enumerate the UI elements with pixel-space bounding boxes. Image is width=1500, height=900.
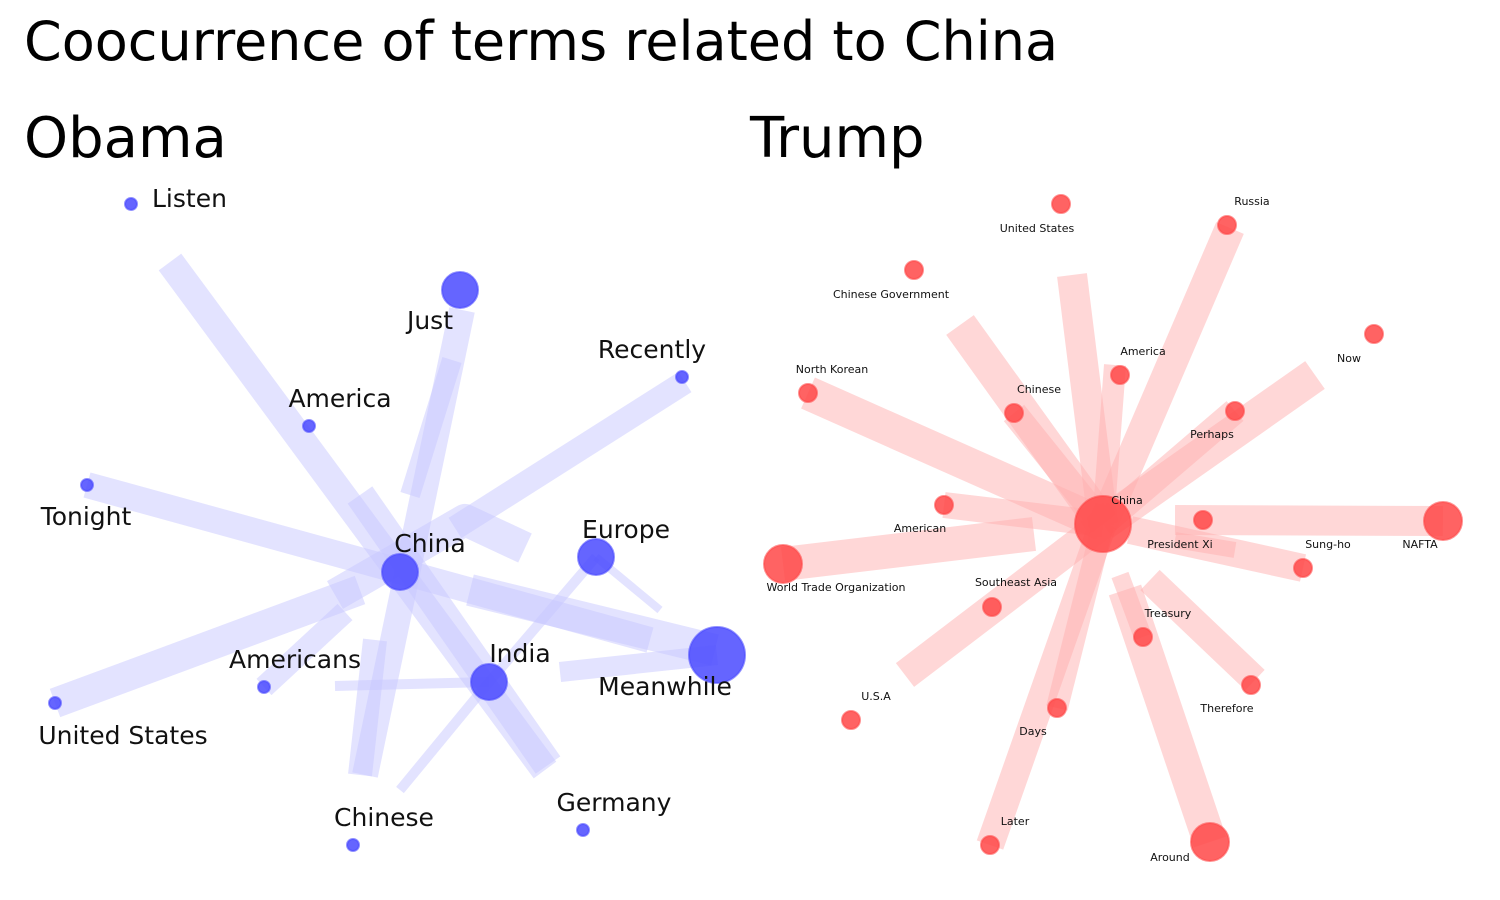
obama-label-europe: Europe — [582, 515, 670, 544]
chart-title: Coocurrence of terms related to China — [24, 10, 1059, 73]
trump-label-president-xi: President Xi — [1147, 538, 1212, 551]
obama-label-united-states: United States — [38, 721, 207, 750]
trump-edges — [780, 222, 1444, 850]
trump-edge-19 — [1173, 532, 1237, 558]
obama-edge-5 — [400, 357, 462, 498]
obama-label-americans: Americans — [229, 645, 361, 674]
trump-node-china — [1074, 495, 1132, 553]
obama-edge-8 — [49, 575, 366, 718]
obama-node-just — [441, 271, 479, 309]
trump-node-american — [934, 495, 954, 515]
trump-node-perhaps — [1225, 401, 1245, 421]
obama-node-europe — [577, 538, 615, 576]
trump-node-russia — [1217, 215, 1237, 235]
trump-label-russia: Russia — [1234, 195, 1269, 208]
trump-node-later — [980, 835, 1000, 855]
obama-node-united-states — [48, 696, 62, 710]
trump-label-sung-ho: Sung-ho — [1305, 538, 1351, 551]
obama-node-tonight — [80, 478, 94, 492]
obama-label-chinese: Chinese — [334, 803, 434, 832]
trump-label-chinese-government: Chinese Government — [833, 288, 950, 301]
trump-node-chinese — [1004, 403, 1024, 423]
trump-label-later: Later — [1001, 815, 1030, 828]
obama-edge-6 — [448, 371, 692, 539]
obama-edge-13 — [334, 677, 490, 691]
trump-node-u-s-a — [841, 710, 861, 730]
obama-node-germany — [576, 823, 590, 837]
obama-node-listen — [124, 197, 138, 211]
trump-label-therefore: Therefore — [1199, 702, 1253, 715]
obama-edge-11 — [348, 638, 387, 777]
trump-edge-1 — [801, 377, 1110, 540]
trump-label-now: Now — [1337, 352, 1361, 365]
trump-edge-18 — [1111, 571, 1152, 641]
trump-edge-17 — [1140, 569, 1265, 691]
trump-label-world-trade-organization: World Trade Organization — [767, 581, 906, 594]
trump-node-world-trade-organization — [763, 544, 803, 584]
obama-node-india — [470, 663, 508, 701]
trump-label-treasury: Treasury — [1144, 607, 1192, 620]
trump-label-china: China — [1111, 494, 1142, 507]
obama-label-america: America — [288, 384, 391, 413]
trump-edge-7 — [780, 517, 1037, 581]
trump-label-days: Days — [1019, 725, 1047, 738]
obama-nodes — [48, 197, 746, 852]
trump-node-now — [1364, 324, 1384, 344]
trump-edge-8 — [1174, 505, 1444, 536]
obama-label-meanwhile: Meanwhile — [598, 672, 732, 701]
obama-label-tonight: Tonight — [40, 502, 132, 531]
trump-node-america — [1110, 365, 1130, 385]
trump-label-north-korean: North Korean — [796, 363, 868, 376]
trump-label-america: America — [1120, 345, 1165, 358]
trump-label-around: Around — [1150, 851, 1189, 864]
obama-edge-3 — [347, 486, 561, 774]
trump-nodes — [763, 194, 1463, 862]
trump-node-chinese-government — [904, 260, 924, 280]
trump-label-perhaps: Perhaps — [1190, 428, 1234, 441]
trump-label-united-states: United States — [1000, 222, 1075, 235]
trump-node-sung-ho — [1293, 558, 1313, 578]
trump-edge-13 — [895, 512, 1113, 687]
obama-label-india: India — [489, 639, 550, 668]
obama-edge-9 — [256, 603, 353, 696]
trump-node-north-korean — [798, 383, 818, 403]
obama-edge-10 — [466, 574, 719, 666]
trump-edge-15 — [1046, 521, 1114, 711]
obama-node-china — [381, 553, 419, 591]
obama-node-americans — [257, 680, 271, 694]
trump-edge-4 — [1089, 222, 1244, 530]
trump-node-therefore — [1241, 675, 1261, 695]
trump-node-days — [1047, 698, 1067, 718]
trump-label-american: American — [894, 522, 946, 535]
trump-label-u-s-a: U.S.A — [861, 690, 891, 703]
trump-node-president-xi — [1193, 510, 1213, 530]
obama-node-meanwhile — [688, 626, 746, 684]
obama-labels: Listen Just Recently America Tonight China Eur… — [38, 184, 731, 832]
trump-label-southeast-asia: Southeast Asia — [975, 576, 1057, 589]
trump-node-southeast-asia — [982, 597, 1002, 617]
obama-label-germany: Germany — [557, 788, 672, 817]
trump-node-united-states — [1051, 194, 1071, 214]
trump-node-around — [1190, 822, 1230, 862]
trump-node-treasury — [1133, 627, 1153, 647]
obama-node-america — [302, 419, 316, 433]
obama-label-just: Just — [405, 306, 453, 335]
obama-label-china: China — [394, 529, 465, 558]
trump-panel-title: Trump — [750, 106, 925, 171]
trump-labels: United States Russia Chinese Government Now… — [767, 195, 1439, 864]
trump-label-nafta: NAFTA — [1402, 538, 1438, 551]
obama-panel-title: Obama — [24, 106, 227, 171]
obama-node-chinese — [346, 838, 360, 852]
obama-label-recently: Recently — [598, 335, 706, 364]
trump-node-nafta — [1423, 501, 1463, 541]
trump-label-chinese: Chinese — [1017, 383, 1061, 396]
obama-label-listen: Listen — [152, 184, 227, 213]
obama-node-recently — [675, 370, 689, 384]
